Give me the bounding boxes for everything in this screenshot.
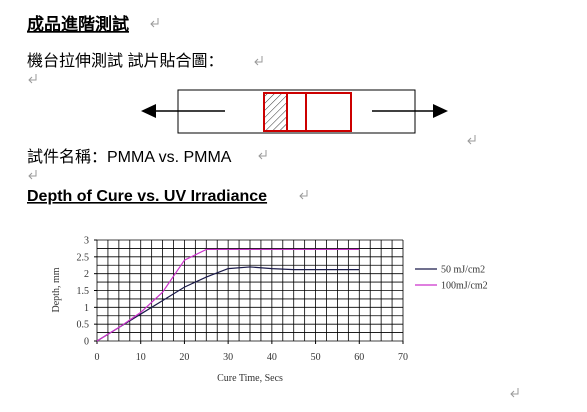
legend-label: 100mJ/cm2 [441,281,488,292]
y-tick-label: 0.5 [77,320,90,331]
x-tick-label: 20 [179,352,189,363]
data-line [96,266,360,342]
y-axis-label: Depth, mm [51,267,62,312]
y-tick-label: 3 [84,236,89,247]
x-tick-label: 10 [136,352,146,363]
y-tick-label: 2.5 [77,252,90,263]
data-line [96,248,360,342]
paragraph-marks [28,18,519,398]
y-tick-label: 0 [84,337,89,348]
legend-label: 50 mJ/cm2 [441,265,485,276]
y-tick-label: 1 [84,303,89,314]
paragraph: 機台拉伸測試 試片貼合圖： [27,52,223,70]
x-tick-label: 0 [95,352,100,363]
x-tick-label: 40 [267,352,277,363]
y-tick-label: 1.5 [77,286,90,297]
doc-title: 成品進階測試 [27,14,129,34]
specimen-diagram [141,89,448,134]
x-tick-label: 60 [354,352,364,363]
x-tick-label: 50 [311,352,321,363]
x-tick-label: 70 [398,352,408,363]
paragraph: 試件名稱：PMMA vs. PMMA [27,148,232,166]
chart-title: Depth of Cure vs. UV Irradiance [27,188,267,205]
x-axis-label: Cure Time, Secs [217,373,283,384]
x-tick-label: 30 [223,352,233,363]
y-tick-label: 2 [84,269,89,280]
